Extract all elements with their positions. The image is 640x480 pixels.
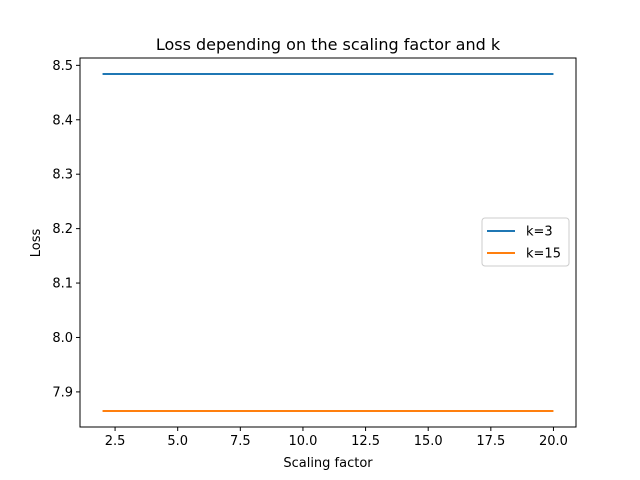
y-tick-label: 8.4: [52, 113, 73, 128]
x-tick-label: 10.0: [288, 434, 317, 449]
plot-frame: [79, 57, 577, 428]
x-tick-label: 5.0: [167, 434, 188, 449]
y-tick-label: 8.0: [52, 331, 73, 346]
x-tick-label: 17.5: [476, 434, 505, 449]
x-axis-label: Scaling factor: [283, 456, 373, 471]
y-tick-label: 8.5: [52, 59, 73, 74]
chart-title: Loss depending on the scaling factor and…: [156, 35, 501, 54]
x-tick-label: 12.5: [351, 434, 380, 449]
x-tick-label: 2.5: [105, 434, 126, 449]
legend-label-k-3: k=3: [526, 225, 553, 240]
x-axis-ticks: 2.5 5.0 7.5 10.0 12.5 15.0 17.5 20.0: [105, 427, 568, 449]
y-tick-label: 8.1: [52, 277, 73, 292]
series-layer: [102, 73, 554, 412]
y-tick-label: 8.3: [52, 168, 73, 183]
y-tick-label: 8.2: [52, 222, 73, 237]
legend-label-k-15: k=15: [526, 247, 561, 262]
legend: k=3 k=15: [481, 217, 570, 267]
y-axis-ticks: 7.9 8.0 8.1 8.2 8.3 8.4 8.5: [52, 59, 80, 400]
x-tick-label: 15.0: [414, 434, 443, 449]
x-tick-label: 7.5: [230, 434, 251, 449]
x-tick-label: 20.0: [539, 434, 568, 449]
y-tick-label: 7.9: [52, 385, 73, 400]
y-axis-label: Loss: [29, 229, 44, 258]
